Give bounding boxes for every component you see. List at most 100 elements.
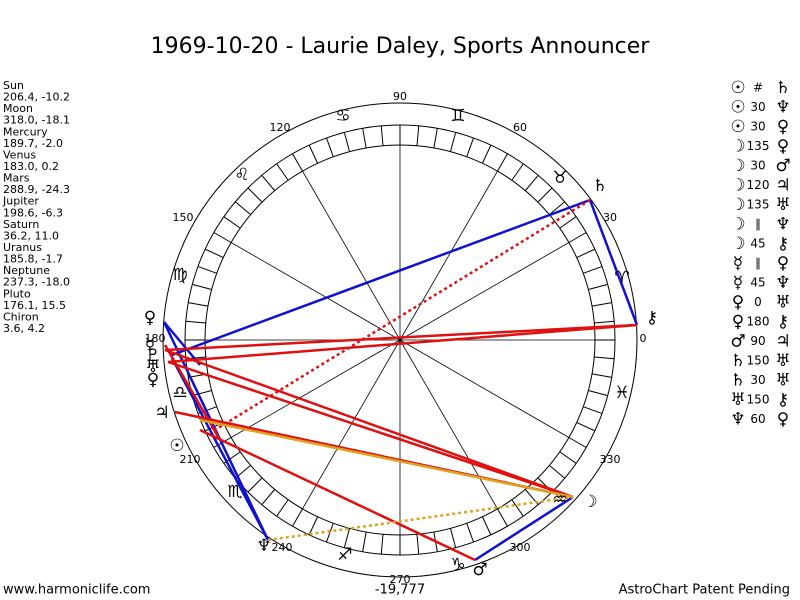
planet-position: 198.6, -6.3 bbox=[3, 206, 63, 219]
tick bbox=[466, 137, 475, 157]
tick bbox=[583, 265, 603, 274]
aspect-line bbox=[214, 198, 591, 432]
degree-label: 0 bbox=[640, 332, 647, 345]
tick bbox=[449, 132, 457, 152]
planet-position: 183.0, 0.2 bbox=[3, 160, 59, 173]
aspect-angle: 30 bbox=[750, 373, 765, 387]
tick bbox=[308, 144, 319, 164]
aspect-planet: ♄ bbox=[730, 351, 745, 371]
planet-glyph: ⚷ bbox=[646, 308, 658, 328]
degree-label: 60 bbox=[513, 121, 527, 134]
planet-glyph: ☉ bbox=[169, 436, 184, 456]
aspect-planet: ♃ bbox=[775, 332, 790, 352]
aspect-angle: 30 bbox=[750, 100, 765, 114]
aspect-line bbox=[170, 357, 270, 541]
planet-glyph: ♃ bbox=[154, 403, 169, 423]
tick bbox=[204, 248, 224, 259]
aspect-planet: ☽ bbox=[730, 156, 745, 176]
tick bbox=[380, 534, 384, 555]
aspect-planet: ☉ bbox=[730, 78, 745, 98]
sign-glyph: ♐ bbox=[337, 545, 352, 565]
aspect-planet: ⚷ bbox=[777, 234, 789, 254]
sign-glyph: ♌ bbox=[234, 165, 249, 185]
planet-position: 176.1, 15.5 bbox=[3, 299, 66, 312]
aspect-planet: ☽ bbox=[730, 195, 745, 215]
aspect-lines bbox=[162, 198, 639, 562]
degree-labels: 90 120 60 150 30 180 0 210 330 240 300 2… bbox=[145, 90, 647, 586]
aspect-angle: 45 bbox=[750, 276, 765, 290]
planet-position: 185.8, -1.7 bbox=[3, 253, 63, 266]
tick bbox=[362, 531, 367, 552]
degree-label: 30 bbox=[603, 211, 617, 224]
aspect-angle: 135 bbox=[747, 198, 770, 212]
aspect-planet: ☽ bbox=[730, 137, 745, 157]
aspect-planet: ♅ bbox=[775, 351, 790, 371]
tick bbox=[588, 389, 608, 397]
aspect-planet: ☽ bbox=[730, 176, 745, 196]
tick bbox=[549, 464, 566, 479]
aspect-list: ☉ # ♄☉ 30 ♆☉ 30 ♀☽ 135 ♀☽ 30 ♂☽ 120 ♃☽ 135 ♅☽ ∥ ♆☽ 45 ⚷☿ ∥ ♀… bbox=[730, 78, 790, 430]
planet-name: Saturn bbox=[3, 218, 39, 231]
tick bbox=[433, 128, 438, 149]
tick bbox=[511, 499, 524, 517]
aspect-line bbox=[474, 495, 574, 562]
tick bbox=[276, 163, 289, 181]
tick bbox=[576, 248, 596, 259]
tick bbox=[416, 534, 420, 555]
planet-glyphs: ♄ ⚷ ☽ ♂ ♆ ☉ ♃ ♀ ☿ ♇ ♅ ♀ bbox=[144, 176, 658, 580]
aspect-angle: 180 bbox=[747, 315, 770, 329]
tick bbox=[594, 320, 615, 324]
aspect-planet: ⚷ bbox=[777, 312, 789, 332]
tick bbox=[537, 187, 553, 203]
aspect-planet: ♆ bbox=[730, 410, 745, 430]
tick bbox=[466, 523, 475, 543]
tick bbox=[594, 356, 615, 360]
tick bbox=[511, 163, 524, 181]
tick bbox=[276, 499, 289, 517]
degree-label: 300 bbox=[510, 541, 531, 554]
sign-glyph: ♉ bbox=[552, 168, 567, 188]
tick bbox=[343, 132, 351, 152]
tick bbox=[185, 320, 206, 324]
aspect-planet: ♀ bbox=[777, 117, 789, 137]
aspect-line bbox=[199, 428, 476, 562]
aspect-planet: ♄ bbox=[730, 371, 745, 391]
planet-glyph: ♆ bbox=[256, 536, 271, 556]
tick bbox=[497, 508, 508, 527]
tick bbox=[192, 389, 212, 397]
planet-name: Moon bbox=[3, 102, 33, 115]
aspect-planet: ☽ bbox=[730, 234, 745, 254]
aspect-planet: ⚷ bbox=[777, 390, 789, 410]
planet-position: 189.7, -2.0 bbox=[3, 137, 63, 150]
aspect-angle: # bbox=[753, 81, 763, 95]
aspect-planet: ♃ bbox=[775, 176, 790, 196]
tick bbox=[247, 187, 263, 203]
sign-glyph: ♊ bbox=[450, 106, 465, 126]
aspect-line bbox=[199, 418, 574, 499]
aspect-planet: ♀ bbox=[777, 254, 789, 274]
tick bbox=[197, 265, 217, 274]
aspect-line bbox=[588, 199, 639, 326]
tick bbox=[234, 201, 251, 216]
sign-glyph: ♈ bbox=[614, 268, 629, 288]
planet-glyph: ♄ bbox=[592, 176, 607, 196]
tick bbox=[192, 283, 212, 291]
spoke bbox=[399, 170, 498, 341]
aspect-planet: ☽ bbox=[730, 215, 745, 235]
title: 1969-10-20 - Laurie Daley, Sports Announ… bbox=[151, 34, 651, 59]
footer-number: -19,777 bbox=[375, 583, 425, 598]
wheel bbox=[162, 102, 638, 578]
planet-glyph: ♀ bbox=[144, 308, 156, 328]
sign-glyph: ♍ bbox=[172, 265, 187, 285]
aspect-planet: ♆ bbox=[775, 215, 790, 235]
tick bbox=[247, 477, 263, 493]
degree-label: 180 bbox=[145, 332, 166, 345]
tick bbox=[549, 201, 566, 216]
aspect-planet: ♄ bbox=[775, 78, 790, 98]
planet-position: 206.4, -10.2 bbox=[3, 91, 70, 104]
degree-label: 330 bbox=[600, 453, 621, 466]
tick bbox=[568, 437, 587, 448]
tick bbox=[559, 216, 577, 229]
spoke bbox=[399, 339, 498, 510]
